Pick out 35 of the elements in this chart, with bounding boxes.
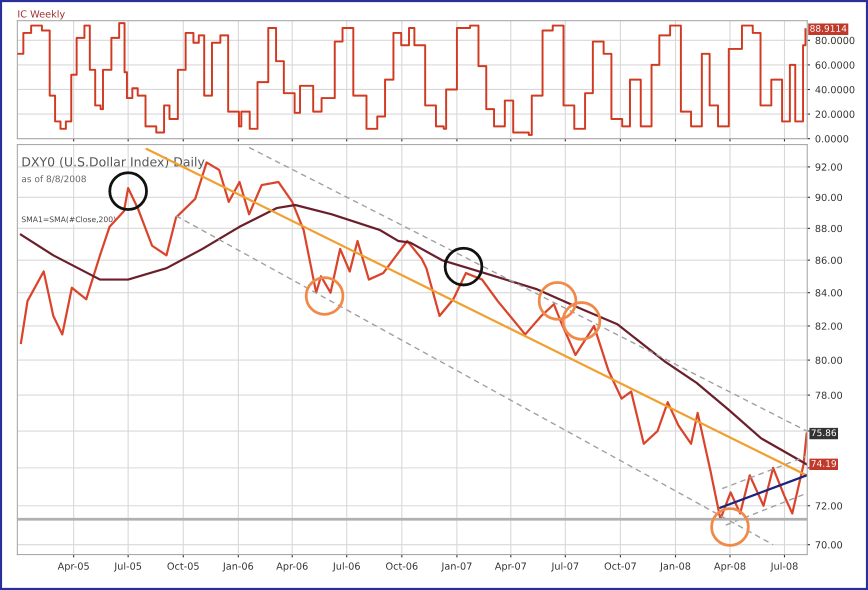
annotation: 88.9114 xyxy=(810,25,846,32)
x-tick-label: Jan-07 xyxy=(440,562,472,572)
y-tick-label: 70.00 xyxy=(816,541,842,549)
y-tick-label: 72.00 xyxy=(816,502,842,510)
x-tick-label: Apr-07 xyxy=(494,562,526,572)
x-tick-label: Jul-08 xyxy=(770,562,798,572)
y-tick-label: 84.00 xyxy=(816,289,842,296)
y-tick-label: 40.0000 xyxy=(815,86,854,94)
y-tick-label: 80.00 xyxy=(816,356,842,364)
y-tick-label: 90.00 xyxy=(815,194,842,202)
x-tick-label: Oct-05 xyxy=(167,562,199,570)
y-tick-label: 86.00 xyxy=(816,256,842,264)
y-tick-label: 88.00 xyxy=(816,224,842,232)
text: as of 8/8/2008 xyxy=(22,175,86,183)
y-tick-label: 92.00 xyxy=(815,163,842,171)
text: DXY0 (U.S.Dollar Index) Daily xyxy=(22,156,204,169)
y-tick-label: 78.00 xyxy=(816,392,842,399)
x-tick-label: Apr-05 xyxy=(58,562,89,572)
x-tick-label: Jan-06 xyxy=(222,562,254,572)
y-tick-label: 20.0000 xyxy=(816,110,854,118)
y-tick-label: 0.0000 xyxy=(816,135,848,142)
x-tick-label: Apr-08 xyxy=(714,562,746,572)
x-tick-label: Jul-07 xyxy=(551,562,578,572)
x-tick-label: Jul-06 xyxy=(332,562,360,572)
annotation: 74.19 xyxy=(812,460,836,467)
y-tick-label: 82.00 xyxy=(816,322,842,330)
x-tick-label: Apr-06 xyxy=(276,562,308,572)
y-tick-label: 80.0000 xyxy=(816,36,854,44)
annotation: 75.86 xyxy=(812,429,836,436)
x-tick-label: Oct-07 xyxy=(604,562,636,570)
x-tick-label: Oct-06 xyxy=(386,562,418,570)
x-tick-label: Jan-08 xyxy=(660,562,690,572)
x-tick-label: Jul-05 xyxy=(114,562,142,572)
y-tick-label: 60.0000 xyxy=(816,61,854,69)
chart-title: IC Weekly xyxy=(18,10,65,20)
